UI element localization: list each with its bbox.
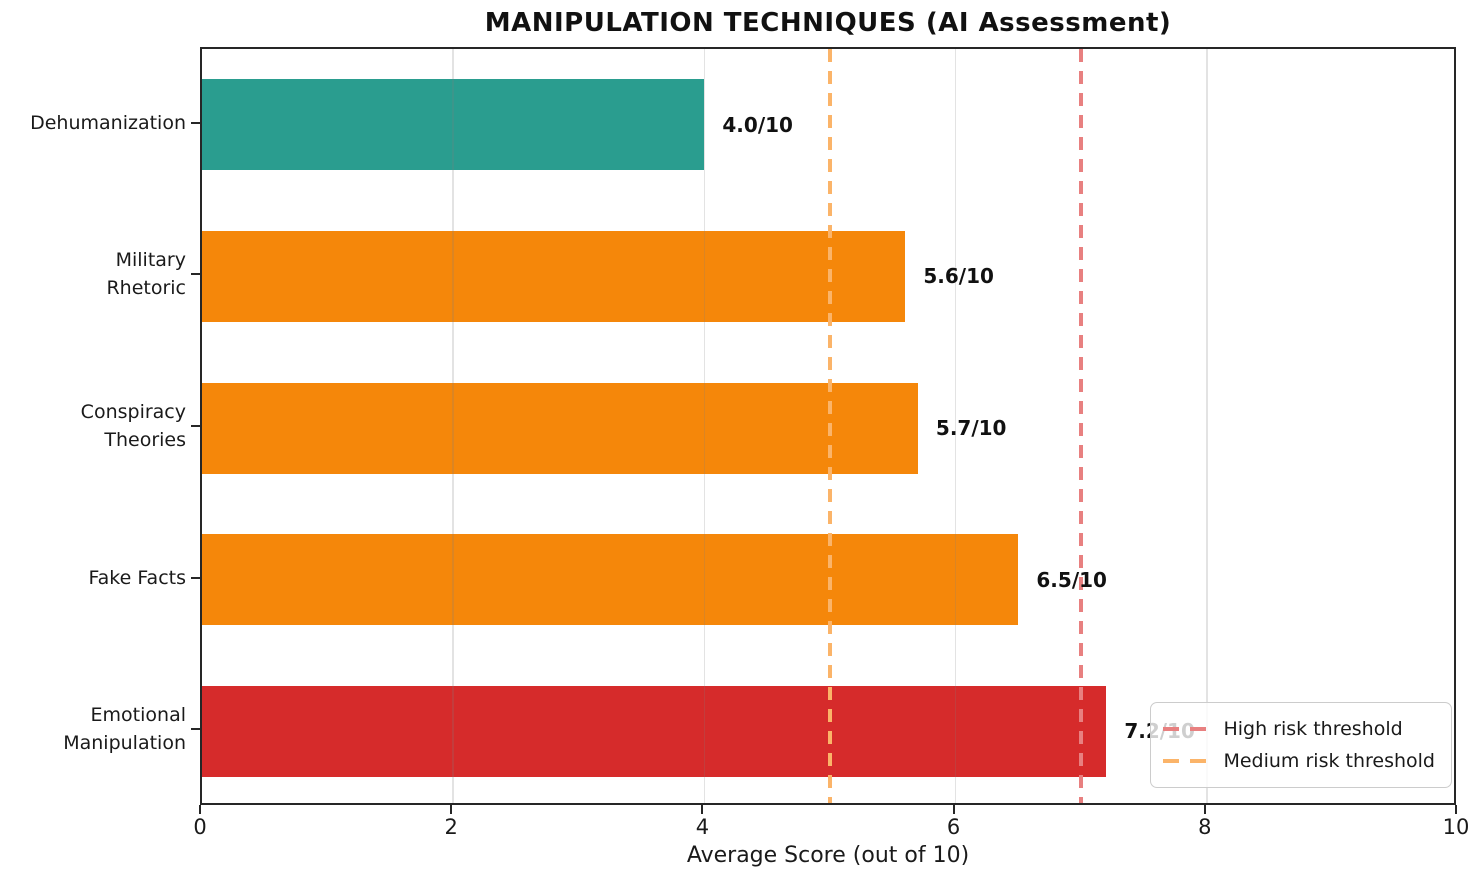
y-label-dehumanization: Dehumanization — [30, 111, 186, 134]
bar-emotional-manipulation — [202, 685, 1107, 777]
x-tick-label-10: 10 — [1442, 815, 1470, 839]
y-axis-labels: Dehumanization Military Rhetoric Conspirac… — [0, 47, 186, 805]
y-tick-military-rhetoric — [191, 273, 200, 276]
y-label-military-rhetoric: Military Rhetoric — [106, 249, 186, 300]
bar-value-label-military-rhetoric: 5.6/10 — [923, 264, 994, 289]
chart-title: MANIPULATION TECHNIQUES (AI Assessment) — [484, 8, 1172, 38]
legend-dash-sample-medium-risk-threshold — [1163, 759, 1208, 763]
gridline-x-4 — [703, 49, 706, 803]
legend: High risk threshold Medium risk threshold — [1150, 702, 1452, 788]
x-tick-10 — [1455, 805, 1457, 814]
y-label-emotional-manipulation: Emotional Manipulation — [63, 704, 186, 755]
x-tick-label-8: 8 — [1198, 815, 1212, 839]
gridline-x-6 — [954, 49, 957, 803]
bar-value-label-conspiracy-theories: 5.7/10 — [935, 416, 1007, 440]
y-tick-dehumanization — [191, 121, 200, 124]
threshold-line-high-risk-threshold — [1079, 49, 1084, 803]
y-tick-conspiracy-theories — [191, 425, 200, 427]
x-tick-label-4: 4 — [695, 815, 710, 839]
bar-conspiracy-theories — [202, 382, 918, 474]
x-tick-6 — [952, 805, 955, 814]
bar-fake-facts — [202, 534, 1019, 626]
legend-dash-sample-high-risk-threshold — [1163, 727, 1208, 731]
y-tick-emotional-manipulation — [191, 728, 200, 731]
bar-dehumanization — [202, 79, 705, 171]
legend-item-medium-risk-threshold: Medium risk threshold — [1163, 745, 1435, 777]
legend-item-high-risk-threshold: High risk threshold — [1163, 713, 1435, 745]
x-tick-2 — [450, 805, 453, 814]
x-axis-label: Average Score (out of 10) — [686, 843, 970, 868]
y-label-fake-facts: Fake Facts — [88, 566, 186, 589]
y-tick-fake-facts — [191, 576, 200, 579]
gridline-x-2 — [452, 49, 454, 803]
plot-area: 4.0/105.6/105.7/106.5/107.2/10 — [200, 47, 1456, 805]
x-tick-label-2: 2 — [444, 815, 458, 839]
x-tick-8 — [1203, 805, 1206, 814]
x-tick-0 — [199, 805, 201, 814]
x-tick-4 — [701, 805, 704, 814]
threshold-line-medium-risk-threshold — [828, 49, 832, 803]
y-label-conspiracy-theories: Conspiracy Theories — [80, 401, 186, 451]
bar-value-label-dehumanization: 4.0/10 — [722, 112, 793, 137]
bar-military-rhetoric — [202, 230, 906, 322]
gridline-x-8 — [1206, 49, 1208, 803]
x-tick-label-6: 6 — [946, 815, 961, 839]
legend-item-label-medium-risk-threshold: Medium risk threshold — [1223, 750, 1435, 772]
bar-value-label-fake-facts: 6.5/10 — [1036, 567, 1107, 592]
legend-item-label-high-risk-threshold: High risk threshold — [1223, 718, 1403, 740]
x-tick-label-0: 0 — [193, 815, 207, 839]
